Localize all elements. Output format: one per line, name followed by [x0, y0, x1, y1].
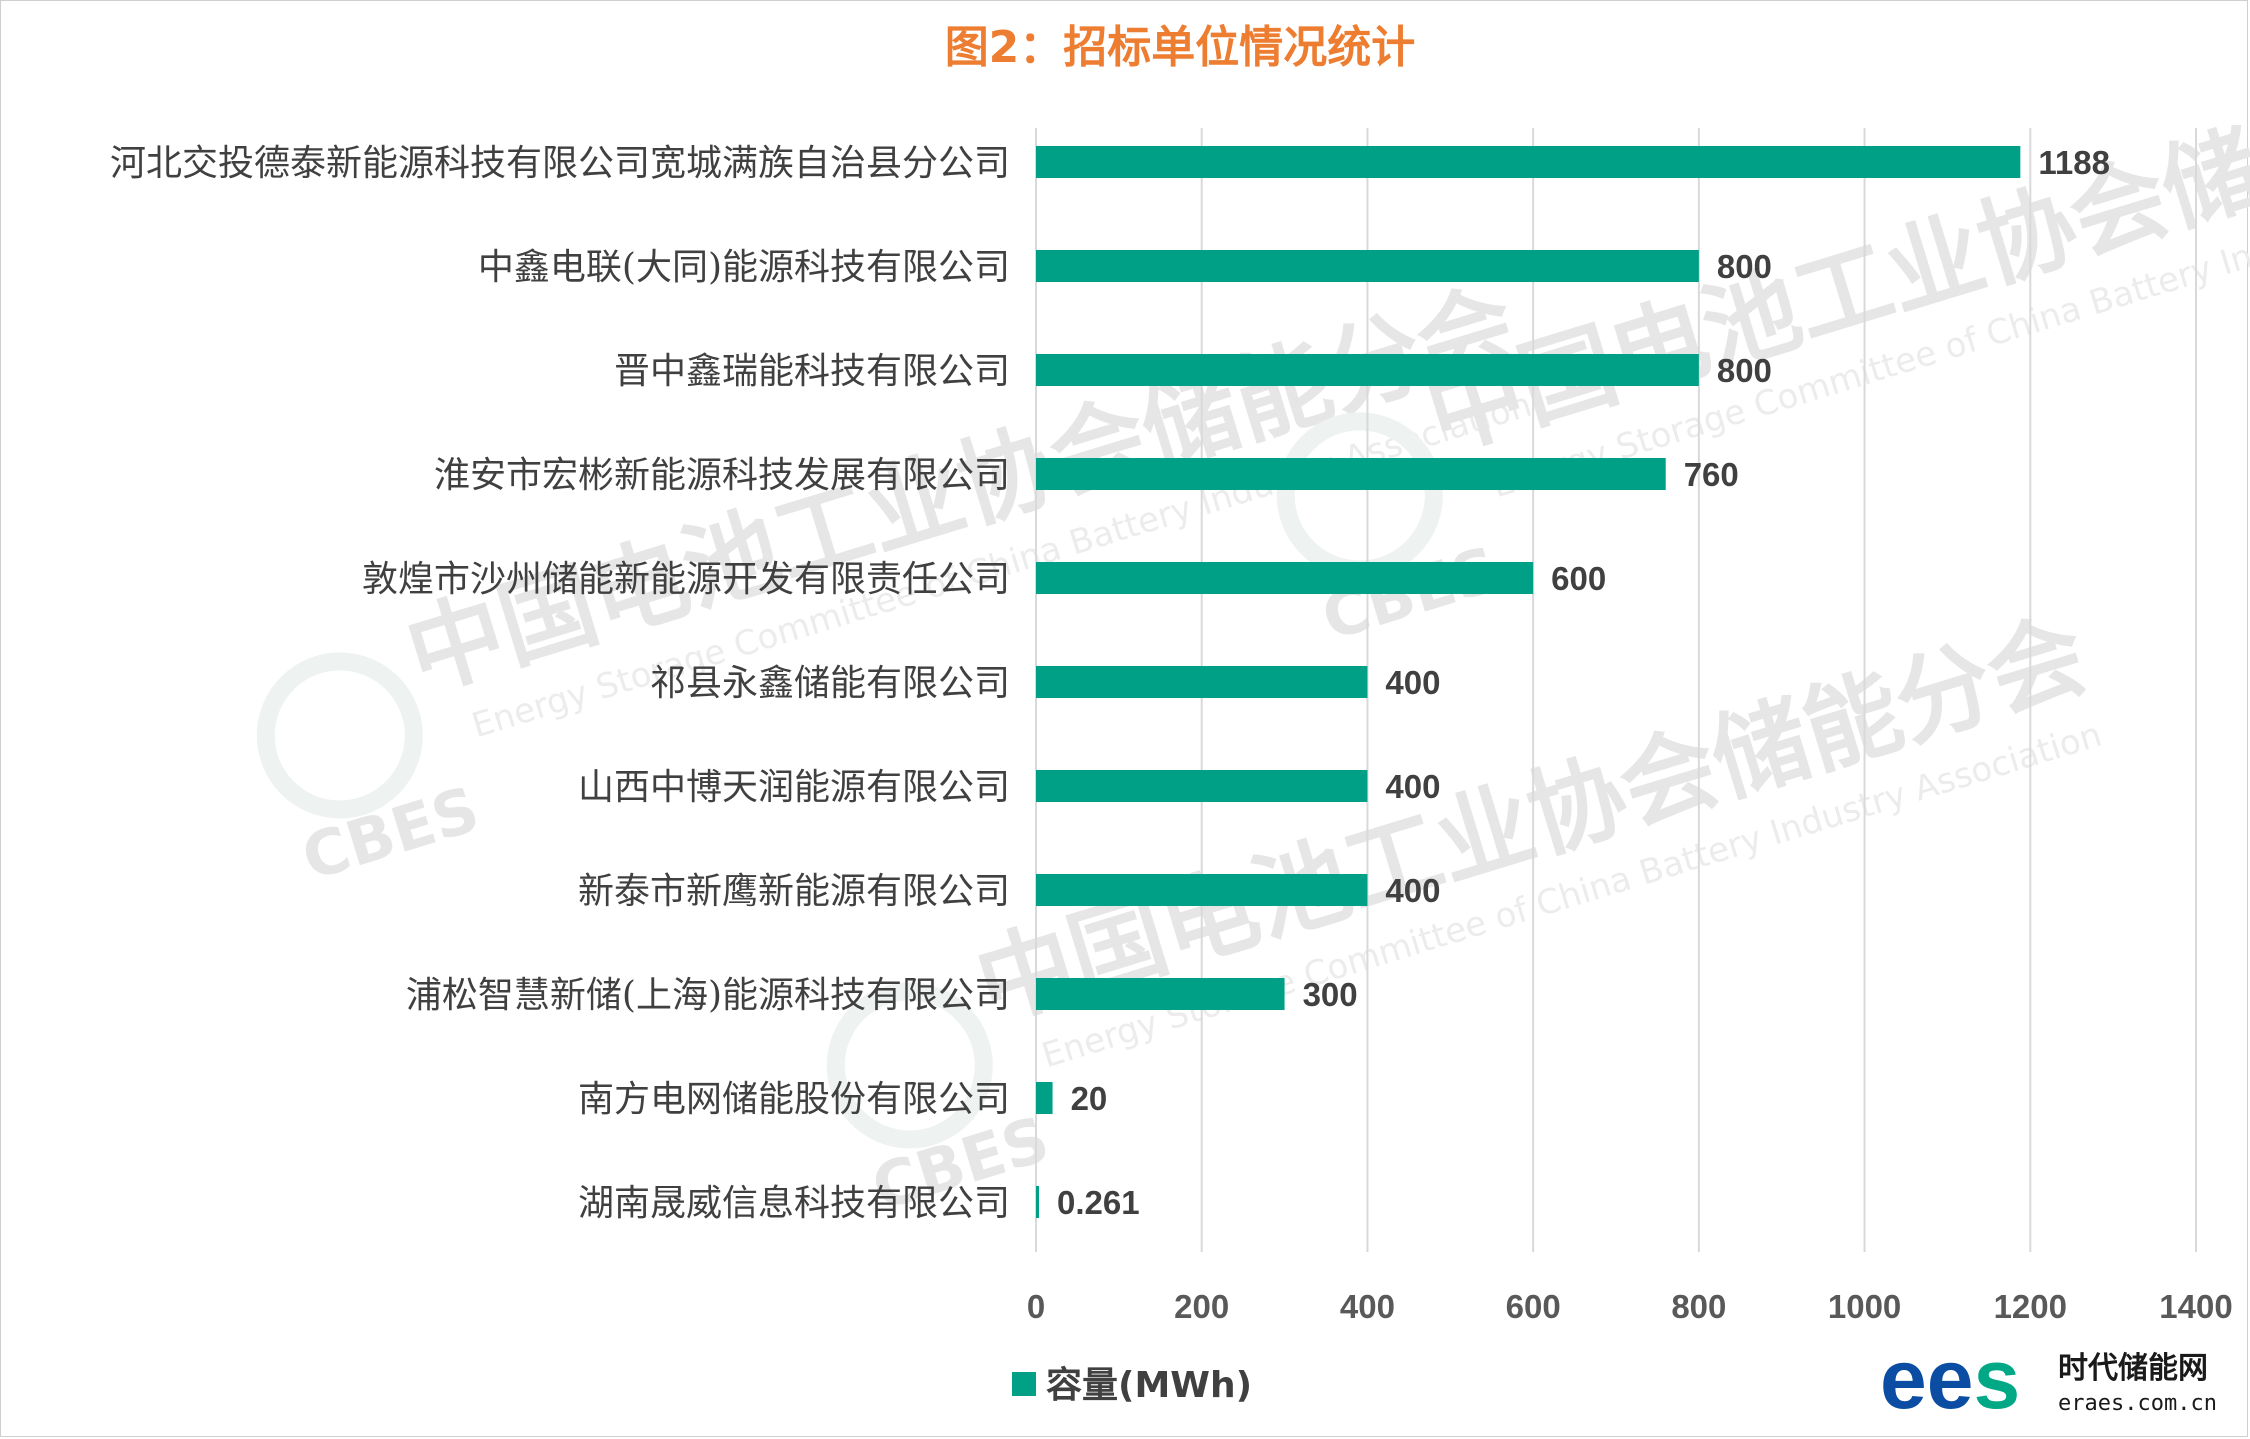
bar [1036, 354, 1699, 386]
bar [1036, 666, 1368, 698]
value-label: 600 [1551, 560, 1606, 597]
x-tick-label: 400 [1340, 1288, 1395, 1325]
watermark-logo-ring [256, 652, 423, 819]
category-label: 山西中博天润能源有限公司 [578, 767, 1010, 808]
value-labels: 1188 800 800 760 600 400 400 400 300 20 0.261 [1057, 144, 2110, 1221]
bar [1036, 874, 1368, 906]
category-labels: 河北交投德泰新能源科技有限公司宽城满族自治县分公司中鑫电联(大同)能源科技有限公… [110, 143, 1010, 1224]
bar [1036, 770, 1368, 802]
x-tick-label: 1400 [2159, 1288, 2232, 1325]
category-label: 敦煌市沙州储能新能源开发有限责任公司 [362, 559, 1010, 600]
category-label: 浦松智慧新储(上海)能源科技有限公司 [406, 975, 1010, 1016]
brand-url: eraes.com.cn [2058, 1391, 2217, 1416]
legend-swatch [1012, 1372, 1036, 1396]
bar [1036, 250, 1699, 282]
value-label: 1188 [2038, 144, 2110, 181]
x-tick-label: 600 [1506, 1288, 1561, 1325]
watermark-cn: 中国电池工业协会储能分会 [964, 598, 2098, 1042]
bar [1036, 146, 2021, 178]
brand-logo: ees 时代储能网 eraes.com.cn [1880, 1332, 2217, 1426]
value-label: 400 [1385, 768, 1440, 805]
value-label: 0.261 [1057, 1184, 1140, 1221]
x-tick-label: 1200 [1994, 1288, 2067, 1325]
category-label: 湖南晟威信息科技有限公司 [578, 1183, 1010, 1224]
category-label: 河北交投德泰新能源科技有限公司宽城满族自治县分公司 [110, 143, 1010, 184]
x-tick-label: 800 [1671, 1288, 1726, 1325]
category-label: 中鑫电联(大同)能源科技有限公司 [478, 247, 1010, 288]
legend: 容量(MWh) [1012, 1365, 1252, 1406]
brand-mark: ees [1880, 1332, 2020, 1426]
bar [1036, 562, 1534, 594]
bar [1036, 458, 1666, 490]
value-label: 800 [1717, 248, 1772, 285]
bar [1036, 978, 1285, 1010]
brand-name: 时代储能网 [2058, 1351, 2208, 1386]
legend-label: 容量(MWh) [1046, 1365, 1252, 1406]
bar [1036, 1082, 1053, 1114]
x-axis-ticks: 0 200 400 600 800 1000 1200 1400 [1027, 1288, 2233, 1325]
category-label: 淮安市宏彬新能源科技发展有限公司 [434, 455, 1010, 496]
watermark-logo-ring [826, 982, 993, 1149]
value-label: 760 [1684, 456, 1739, 493]
value-label: 400 [1385, 872, 1440, 909]
bar [1036, 1186, 1039, 1218]
category-label: 晋中鑫瑞能科技有限公司 [614, 351, 1010, 392]
category-label: 南方电网储能股份有限公司 [578, 1079, 1010, 1120]
value-label: 300 [1303, 976, 1358, 1013]
x-tick-label: 0 [1027, 1288, 1045, 1325]
bars-group [1036, 146, 2021, 1218]
value-label: 400 [1385, 664, 1440, 701]
chart-title: 图2：招标单位情况统计 [945, 22, 1416, 73]
category-label: 新泰市新鹰新能源有限公司 [578, 871, 1010, 912]
x-tick-label: 200 [1174, 1288, 1229, 1325]
category-label: 祁县永鑫储能有限公司 [650, 663, 1010, 704]
value-label: 800 [1717, 352, 1772, 389]
value-label: 20 [1071, 1080, 1108, 1117]
x-tick-label: 1000 [1828, 1288, 1901, 1325]
